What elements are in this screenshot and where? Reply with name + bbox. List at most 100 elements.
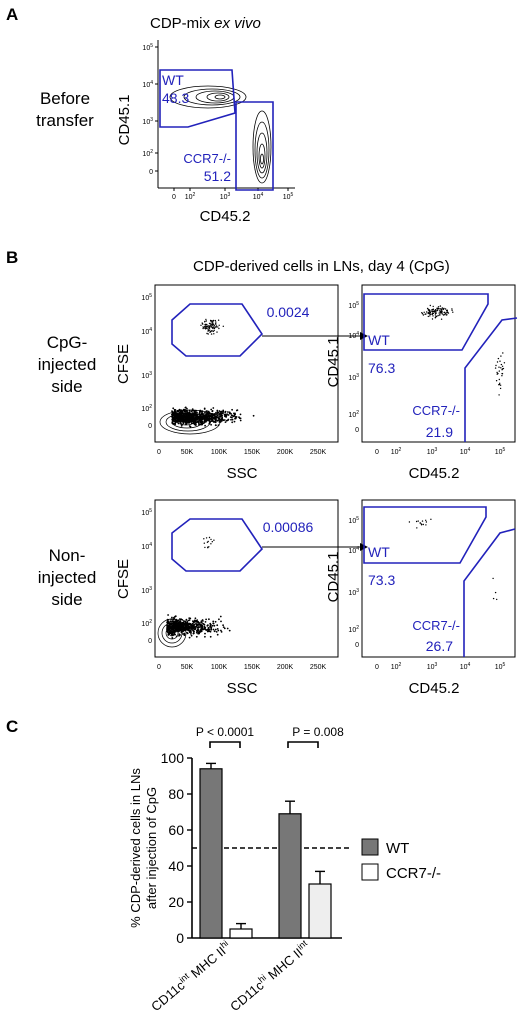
event-dot — [174, 615, 176, 618]
event-dot — [200, 324, 202, 326]
cfse-gate — [171, 303, 264, 357]
event-dot — [188, 411, 191, 413]
event-dot — [182, 622, 185, 624]
event-dot — [190, 633, 192, 635]
x-tick-label: 50K — [181, 449, 194, 456]
y-tick-label: 0 — [148, 638, 152, 645]
event-dot — [440, 308, 443, 310]
ko-events — [492, 577, 498, 601]
event-dot — [204, 546, 206, 549]
event-dot — [211, 410, 214, 413]
event-dot — [184, 419, 187, 422]
event-dot — [187, 624, 189, 627]
y-tick-label: 0 — [355, 642, 359, 649]
event-dot — [179, 420, 182, 422]
panel-a-title-italic: ex vivo — [214, 15, 261, 32]
y-tick-label: 102 — [348, 625, 359, 634]
wt-events — [408, 518, 432, 529]
legend-ko-label: CCR7-/- — [386, 865, 441, 882]
event-dot — [211, 541, 213, 543]
event-dot — [190, 634, 193, 637]
y-tick-label: 104 — [348, 331, 359, 340]
event-dot — [209, 415, 212, 418]
event-dot — [496, 598, 498, 601]
event-dot — [195, 622, 197, 625]
event-dot — [181, 417, 184, 419]
y-tick-label: 80 — [168, 786, 184, 802]
event-dot — [215, 321, 217, 323]
event-dot — [451, 308, 453, 310]
event-dot — [193, 417, 196, 420]
event-dot — [194, 411, 197, 414]
event-dot — [184, 620, 186, 623]
ko-gate-value: 51.2 — [204, 168, 231, 184]
event-dot — [446, 314, 448, 316]
ko-gate-value: 21.9 — [426, 424, 453, 440]
event-dot — [220, 410, 223, 413]
event-dot — [431, 318, 434, 320]
event-dot — [181, 420, 183, 422]
event-dot — [494, 367, 497, 369]
category-label: CD11chi MHC IIint — [227, 938, 314, 1014]
x-ticks: 0 102 103 104 105 — [375, 447, 505, 456]
y-tick-label: 0 — [148, 423, 152, 430]
event-dot — [195, 635, 198, 638]
x-axis-label: CD45.2 — [409, 680, 460, 697]
y-tick-label: 105 — [348, 516, 359, 525]
event-dot — [207, 328, 209, 330]
y-tick-label: 0 — [149, 169, 153, 176]
ko-events — [494, 352, 506, 396]
event-dot — [195, 421, 197, 424]
x-tick-label: 105 — [495, 447, 506, 456]
event-dot — [500, 367, 502, 369]
y-tick-label: 0 — [176, 930, 184, 946]
event-dot — [217, 326, 219, 328]
event-dot — [222, 410, 225, 413]
event-dot — [184, 626, 187, 629]
event-dot — [205, 320, 207, 322]
event-dot — [252, 414, 255, 417]
event-dot — [213, 539, 215, 541]
event-dot — [233, 420, 236, 423]
event-dot — [436, 310, 438, 312]
event-dot — [198, 422, 200, 425]
event-dot — [501, 365, 504, 367]
event-dot — [220, 629, 222, 632]
event-dot — [196, 411, 198, 414]
event-dot — [188, 636, 191, 639]
event-dot — [192, 620, 194, 623]
event-dot — [213, 324, 215, 327]
event-dot — [174, 418, 177, 421]
event-dot — [167, 614, 169, 616]
event-dot — [207, 414, 210, 416]
wt-gate-value: 48.3 — [162, 90, 189, 106]
cfse-gate — [171, 518, 264, 572]
event-dot — [220, 631, 223, 633]
event-dot — [179, 410, 182, 413]
event-dot — [211, 327, 214, 329]
x-axis-label: CD45.2 — [409, 465, 460, 482]
event-dot — [433, 310, 435, 312]
event-dot — [492, 577, 494, 580]
event-dot — [213, 333, 215, 335]
event-dot — [170, 630, 172, 633]
wt-events — [421, 304, 454, 320]
row-label-line: CpG- — [46, 333, 88, 352]
row-label-line: transfer — [36, 111, 94, 130]
event-dot — [502, 367, 505, 370]
x-ticks: 0 102 103 104 105 — [375, 662, 505, 671]
x-ticks: 0 102 103 104 105 — [172, 188, 294, 201]
x-tick-label: 103 — [427, 662, 438, 671]
event-dot — [219, 415, 222, 418]
event-dot — [498, 370, 500, 372]
event-dot — [208, 327, 211, 330]
y-tick-label: 102 — [141, 404, 152, 413]
wt-gate-value: 73.3 — [368, 572, 395, 588]
event-dot — [239, 419, 242, 422]
bar — [308, 883, 332, 939]
event-dot — [205, 419, 207, 422]
event-dot — [207, 419, 209, 422]
event-dot — [211, 324, 214, 326]
event-dot — [171, 634, 174, 636]
event-dot — [214, 326, 216, 328]
